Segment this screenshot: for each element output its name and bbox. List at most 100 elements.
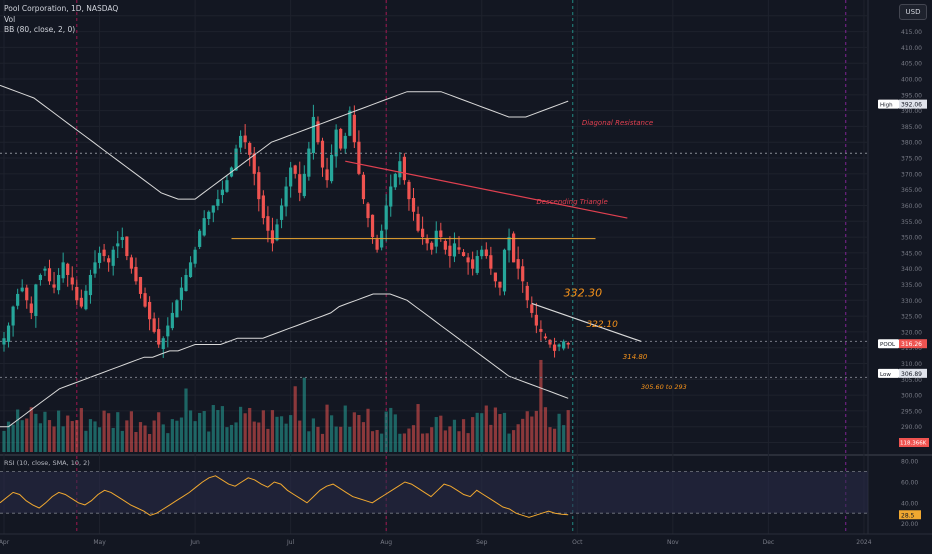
volume-bar: [125, 420, 129, 452]
candle-body: [502, 249, 507, 292]
candle-body: [489, 255, 493, 269]
candle-body: [66, 263, 70, 275]
candle-body: [343, 135, 347, 149]
candle-body: [2, 338, 6, 345]
volume-bar: [102, 410, 106, 452]
candle-body: [138, 276, 143, 294]
volume-bar: [243, 413, 247, 452]
grid-lines: [0, 0, 868, 534]
volume-bar: [512, 430, 516, 452]
time-tick-label: Oct: [572, 539, 583, 546]
candle-body: [461, 252, 466, 257]
volume-bar: [352, 412, 356, 452]
candle-body: [425, 238, 429, 244]
price-tick-label: 365.00: [901, 187, 922, 194]
volume-bar: [402, 433, 406, 452]
volume-bar: [384, 411, 388, 452]
volume-bar: [421, 433, 425, 452]
candle-body: [97, 252, 102, 263]
volume-bar: [93, 421, 97, 452]
currency-button[interactable]: USD: [899, 4, 927, 20]
candle-body: [175, 300, 179, 318]
candle-body: [416, 213, 420, 231]
candle-body: [384, 205, 388, 230]
bollinger-legend: BB (80, close, 2, 0): [4, 25, 76, 34]
volume-bar: [530, 416, 534, 452]
candle-body: [225, 180, 229, 192]
volume-bar: [25, 418, 29, 452]
volume-bar: [566, 410, 570, 452]
price-tag-value: 306.89: [901, 371, 922, 378]
rsi-tick-label: 20.00: [901, 521, 918, 528]
volume-bar: [548, 427, 552, 452]
volume-bar: [248, 407, 252, 452]
candle-body: [375, 239, 379, 250]
volume-bar: [29, 407, 33, 452]
candle-body: [184, 274, 188, 291]
volume-bar: [316, 426, 320, 452]
candle-body: [43, 268, 47, 271]
volume-bar: [193, 421, 197, 452]
volume-bar: [380, 433, 384, 452]
candle-body: [70, 277, 74, 285]
candle-body: [202, 218, 206, 236]
chart-annotation: 305.60 to 293: [641, 383, 687, 391]
volume-bar: [229, 424, 234, 452]
volume-bar: [138, 422, 143, 452]
volume-bar: [216, 410, 220, 452]
volume-bar: [357, 414, 361, 452]
candle-body: [34, 284, 38, 316]
chart-annotation: 332.30: [564, 286, 603, 299]
price-tick-label: 355.00: [901, 219, 922, 226]
volume-bar: [220, 406, 224, 452]
volume-legend: Vol: [4, 15, 16, 24]
volume-bar: [134, 431, 138, 452]
volume-bars: [2, 359, 570, 452]
candle-body: [307, 148, 311, 177]
price-tag-bg: [899, 99, 927, 109]
volume-bar: [234, 422, 238, 452]
candle-body: [516, 259, 520, 269]
volume-bar: [411, 425, 416, 452]
price-tag-name-bg: [878, 99, 899, 109]
volume-bar: [129, 411, 133, 452]
volume-bar: [143, 425, 147, 452]
volume-bar: [184, 388, 188, 452]
bollinger-lower: [0, 293, 569, 428]
candle-body: [293, 165, 297, 174]
candle-body: [430, 242, 434, 250]
candle-body: [102, 249, 106, 257]
price-tag-bg: [899, 368, 927, 378]
volume-bar: [257, 422, 261, 452]
candle-body: [270, 230, 275, 244]
volume-bar: [270, 410, 275, 452]
candle-body: [75, 286, 79, 301]
candle-body: [143, 293, 147, 307]
price-tick-label: 350.00: [901, 235, 922, 242]
price-tag-value: 316.26: [901, 341, 922, 348]
candle-body: [452, 243, 457, 257]
price-tick-label: 375.00: [901, 156, 922, 163]
volume-bar: [489, 424, 493, 452]
time-tick-label: Apr: [0, 539, 10, 546]
time-tick-label: May: [93, 539, 106, 546]
volume-bar: [348, 426, 352, 452]
candle-body: [93, 262, 97, 274]
candle-body: [311, 116, 315, 154]
candle-body: [116, 243, 120, 247]
volume-bar: [279, 416, 284, 452]
volume-bar: [61, 426, 65, 452]
volume-bar: [425, 433, 429, 452]
volume-bar: [366, 408, 370, 452]
volume-bar: [484, 405, 488, 452]
candle-body: [534, 314, 538, 326]
price-tag-name-bg: [878, 339, 899, 349]
candle-body: [79, 297, 83, 307]
volume-bar: [116, 412, 120, 452]
symbol-legend: Pool Corporation, 1D, NASDAQ: [4, 4, 119, 13]
volume-bar: [266, 428, 270, 452]
candle-body: [471, 259, 475, 269]
